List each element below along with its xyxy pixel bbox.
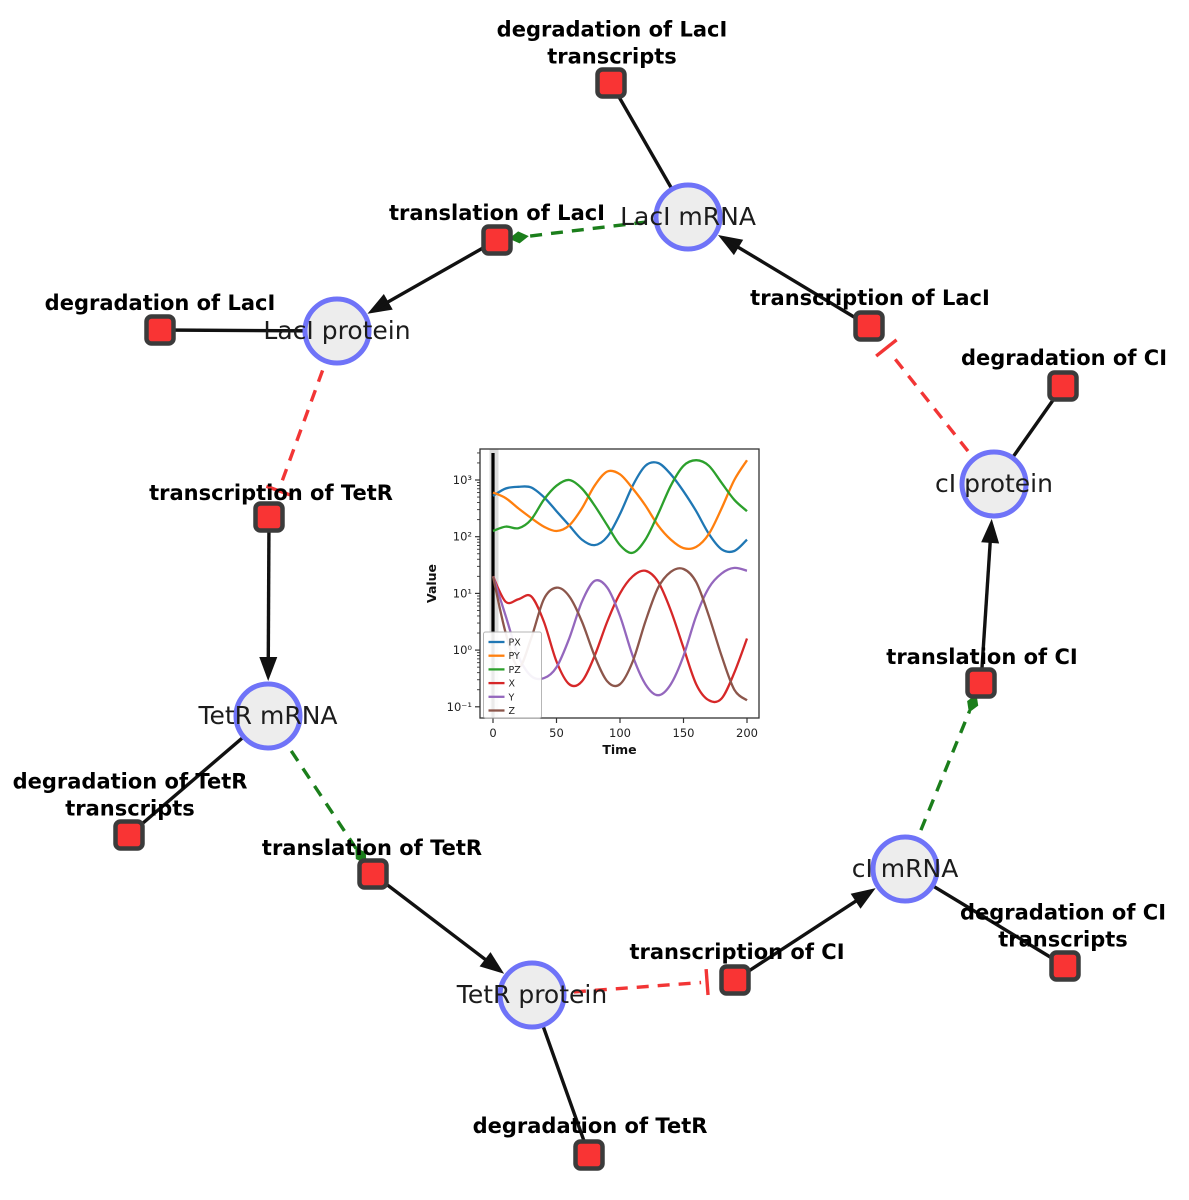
x-tick-label: 200 [736,726,758,740]
legend-label-PY: PY [509,651,521,662]
reaction-label-deg_ci_transcripts: degradation of CI transcripts [960,901,1166,952]
reaction-label-transcription_tetr: transcription of TetR [149,481,393,505]
legend-label-Z: Z [509,706,516,717]
series-line-X [491,569,749,704]
species-node-ci_mrna[interactable] [870,834,940,904]
species-label-ci_mrna: cI mRNA [852,854,959,883]
series-line-PX [492,461,748,554]
reaction-node-deg_ci[interactable] [1047,370,1079,402]
reaction-label-deg_tetr: degradation of TetR [473,1114,708,1138]
species-label-laci_mrna: LacI mRNA [620,202,756,231]
reaction-label-translation_ci: translation of CI [886,645,1077,669]
edge-transcription_ci-ci_mrna [734,888,876,982]
series-line-Z [491,567,748,702]
arrowhead-icon [717,235,744,256]
species-node-tetr_protein[interactable] [497,960,567,1030]
edge-translation_ci-ci_protein [979,518,1000,684]
reaction-label-translation_tetr: translation of TetR [262,836,482,860]
edge-transcription_laci-laci_mrna [717,235,870,328]
reaction-node-translation_tetr[interactable] [357,858,389,890]
legend-label-PX: PX [509,638,522,649]
diamond-arrowhead-icon [508,231,529,244]
edge-translation_laci-laci_protein [367,238,498,314]
reaction-node-transcription_ci[interactable] [719,964,751,996]
series-line-PZ [492,459,748,555]
reaction-label-transcription_ci: transcription of CI [629,940,844,964]
species-node-laci_mrna[interactable] [653,182,723,252]
reaction-node-transcription_laci[interactable] [853,310,885,342]
x-tick-label: 0 [489,726,496,740]
y-tick-label: 10² [453,530,472,544]
y-tick-label: 10¹ [453,586,472,600]
species-label-tetr_protein: TetR protein [456,980,607,1009]
tee-inhibitor-icon [875,338,898,358]
reaction-node-deg_tetr[interactable] [573,1139,605,1171]
series-line-PY [492,459,748,551]
inset-plot: 0 50 100 150 20010³10²10¹10⁰10⁻¹TimeValuePXP… [424,448,760,757]
y-tick-label: 10³ [453,473,473,487]
reaction-label-deg_laci_transcripts: degradation of LacI transcripts [497,18,728,69]
reaction-node-translation_laci[interactable] [481,224,513,256]
species-label-ci_protein: cI protein [935,469,1053,498]
edge-transcription_tetr-tetr_mrna [259,516,278,682]
y-tick-label: 10⁰ [453,643,473,657]
reaction-label-translation_laci: translation of LacI [389,201,605,225]
reaction-label-transcription_laci: transcription of LacI [750,286,990,310]
species-label-tetr_mrna: TetR mRNA [197,701,337,730]
reaction-label-deg_laci: degradation of LacI [45,291,276,315]
chart-legend: PX PY PZ XYZ [483,631,542,719]
reaction-node-deg_laci_transcripts[interactable] [595,67,627,99]
reaction-label-deg_ci: degradation of CI [961,346,1167,370]
species-node-laci_protein[interactable] [302,296,372,366]
x-axis-label: Time [602,742,636,757]
arrowhead-icon [850,888,876,909]
y-tick-label: 10⁻¹ [447,700,472,714]
species-node-tetr_mrna[interactable] [233,681,303,751]
species-label-laci_protein: LacI protein [263,316,410,345]
x-tick-label: 150 [673,726,695,740]
y-axis-label: Value [424,564,439,603]
arrowhead-icon [367,294,393,314]
x-tick-label: 50 [549,726,564,740]
labels-layer: degradation of LacI transcripts translatio… [13,18,1167,1139]
reaction-node-deg_laci[interactable] [144,314,176,346]
legend-label-X: X [509,679,516,690]
legend-label-Y: Y [508,692,515,703]
edge-translation_tetr-tetr_protein [371,872,505,974]
tee-inhibitor-icon [265,484,292,497]
reaction-node-transcription_tetr[interactable] [253,501,285,533]
reaction-node-deg_tetr_transcripts[interactable] [113,819,145,851]
reaction-node-translation_ci[interactable] [965,667,997,699]
x-tick-label: 100 [609,726,631,740]
legend-label-PZ: PZ [509,665,522,676]
reaction-label-deg_tetr_transcripts: degradation of TetR transcripts [13,770,248,821]
species-node-ci_protein[interactable] [959,449,1029,519]
reaction-node-deg_ci_transcripts[interactable] [1049,950,1081,982]
nodes-layer [113,67,1081,1171]
tee-inhibitor-icon [704,968,710,996]
